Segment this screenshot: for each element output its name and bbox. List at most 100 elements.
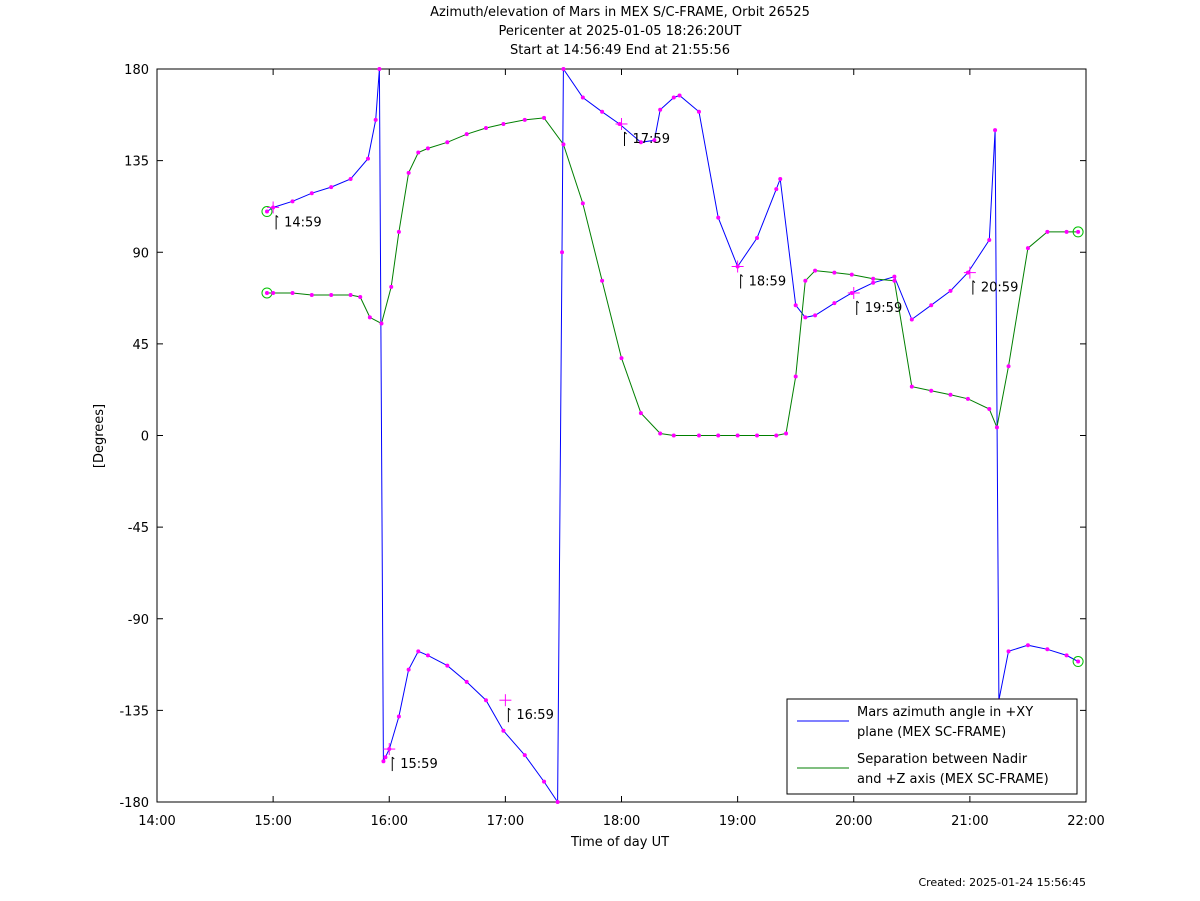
separation-marker — [367, 315, 372, 320]
azimuth-marker — [561, 67, 566, 71]
x-tick-label: 22:00 — [1067, 814, 1104, 829]
hour-pointer-head — [740, 274, 743, 277]
y-tick-label: 180 — [124, 63, 149, 78]
separation-marker — [580, 201, 585, 206]
separation-marker — [406, 170, 411, 175]
pericenter-subtitle: Pericenter at 2025-01-05 18:26:20UT — [498, 24, 742, 39]
separation-series-line — [267, 117, 1079, 436]
azimuth-series-line — [266, 67, 1079, 804]
azimuth-marker — [774, 187, 779, 192]
separation-marker — [638, 411, 643, 416]
separation-marker — [774, 433, 779, 438]
y-tick-label: 135 — [124, 155, 149, 170]
separation-marker — [329, 293, 334, 298]
hour-annotation-label: 20:59 — [981, 281, 1018, 296]
separation-marker — [309, 293, 314, 298]
azimuth-marker — [638, 140, 643, 145]
hour-pointer-head — [508, 707, 511, 711]
hour-annotation-label: 19:59 — [865, 301, 902, 316]
azimuth-marker — [383, 755, 388, 760]
separation-marker — [832, 270, 837, 275]
separation-marker — [871, 276, 876, 281]
separation-marker — [379, 321, 384, 326]
separation-marker — [561, 142, 566, 147]
azimuth-marker — [1025, 643, 1030, 648]
separation-marker — [1045, 229, 1050, 234]
separation-marker — [416, 150, 421, 155]
y-tick-label: 45 — [132, 338, 149, 353]
y-tick-label: -135 — [119, 704, 149, 719]
separation-marker — [671, 433, 676, 438]
separation-marker — [696, 433, 701, 438]
y-tick-label: -180 — [119, 796, 149, 811]
azimuth-marker — [929, 303, 934, 308]
separation-marker — [909, 384, 914, 389]
x-tick-label: 18:00 — [603, 814, 640, 829]
hour-annotation-label: 15:59 — [400, 757, 437, 772]
hour-pointer-head — [856, 300, 860, 304]
separation-marker — [803, 278, 808, 283]
hour-pointer-head — [624, 131, 627, 135]
azimuth-marker — [580, 95, 585, 100]
hour-annotation-label: 14:59 — [284, 215, 321, 230]
azimuth-marker — [445, 663, 450, 668]
separation-marker — [483, 126, 488, 131]
azimuth-marker — [696, 109, 701, 114]
hour-pointer-head — [972, 280, 976, 283]
azimuth-marker — [329, 185, 334, 190]
azimuth-marker — [892, 274, 897, 279]
hour-pointer-head — [275, 215, 279, 218]
azimuth-marker — [522, 753, 527, 758]
y-tick-label: -45 — [128, 521, 149, 536]
separation-marker — [994, 425, 999, 430]
separation-marker — [735, 433, 740, 438]
x-tick-label: 17:00 — [487, 814, 524, 829]
separation-marker — [1064, 229, 1069, 234]
legend-azimuth-label: plane (MEX SC-FRAME) — [857, 725, 1006, 740]
azimuth-marker — [464, 679, 469, 684]
separation-marker — [600, 278, 605, 283]
separation-marker — [716, 433, 721, 438]
azimuth-marker — [377, 67, 382, 71]
azimuth-marker — [677, 93, 682, 98]
hour-annotation-label: 16:59 — [516, 708, 553, 723]
separation-marker — [358, 295, 363, 300]
legend-azimuth-label: Mars azimuth angle in +XY — [857, 705, 1033, 720]
azimuth-marker — [373, 117, 378, 122]
separation-marker — [1025, 246, 1030, 251]
separation-marker — [1006, 364, 1011, 369]
separation-marker — [793, 374, 798, 379]
azimuth-marker — [416, 649, 421, 654]
azimuth-marker — [348, 176, 353, 181]
time-range-subtitle: Start at 14:56:49 End at 21:55:56 — [509, 43, 731, 58]
hour-pointer-head — [391, 756, 395, 760]
azimuth-marker — [755, 235, 760, 240]
endpoint-marker — [1072, 226, 1084, 238]
azimuth-marker — [993, 128, 998, 133]
azimuth-marker — [365, 156, 370, 161]
azimuth-marker — [778, 176, 783, 181]
legend-separation-label: Separation between Nadir — [857, 752, 1028, 767]
azimuth-marker — [309, 191, 314, 196]
separation-marker — [929, 388, 934, 393]
separation-marker — [755, 433, 760, 438]
azimuth-marker — [264, 209, 269, 214]
azimuth-marker — [671, 95, 676, 100]
separation-marker — [425, 146, 430, 151]
azimuth-marker — [1076, 659, 1081, 664]
endpoint-marker — [1072, 656, 1084, 668]
x-axis-label: Time of day UT — [570, 835, 670, 850]
azimuth-marker — [803, 315, 808, 320]
azimuth-marker — [501, 728, 506, 733]
separation-marker — [784, 431, 789, 436]
separation-marker — [892, 278, 897, 283]
x-tick-label: 14:00 — [138, 814, 175, 829]
created-timestamp: Created: 2025-01-24 15:56:45 — [918, 876, 1086, 889]
separation-marker — [619, 356, 624, 361]
separation-marker — [658, 431, 663, 436]
separation-marker — [501, 121, 506, 126]
legend-box — [786, 698, 1078, 795]
azimuth-marker — [290, 199, 295, 204]
legend-separation-label: and +Z axis (MEX SC-FRAME) — [857, 772, 1049, 787]
separation-marker — [464, 132, 469, 137]
